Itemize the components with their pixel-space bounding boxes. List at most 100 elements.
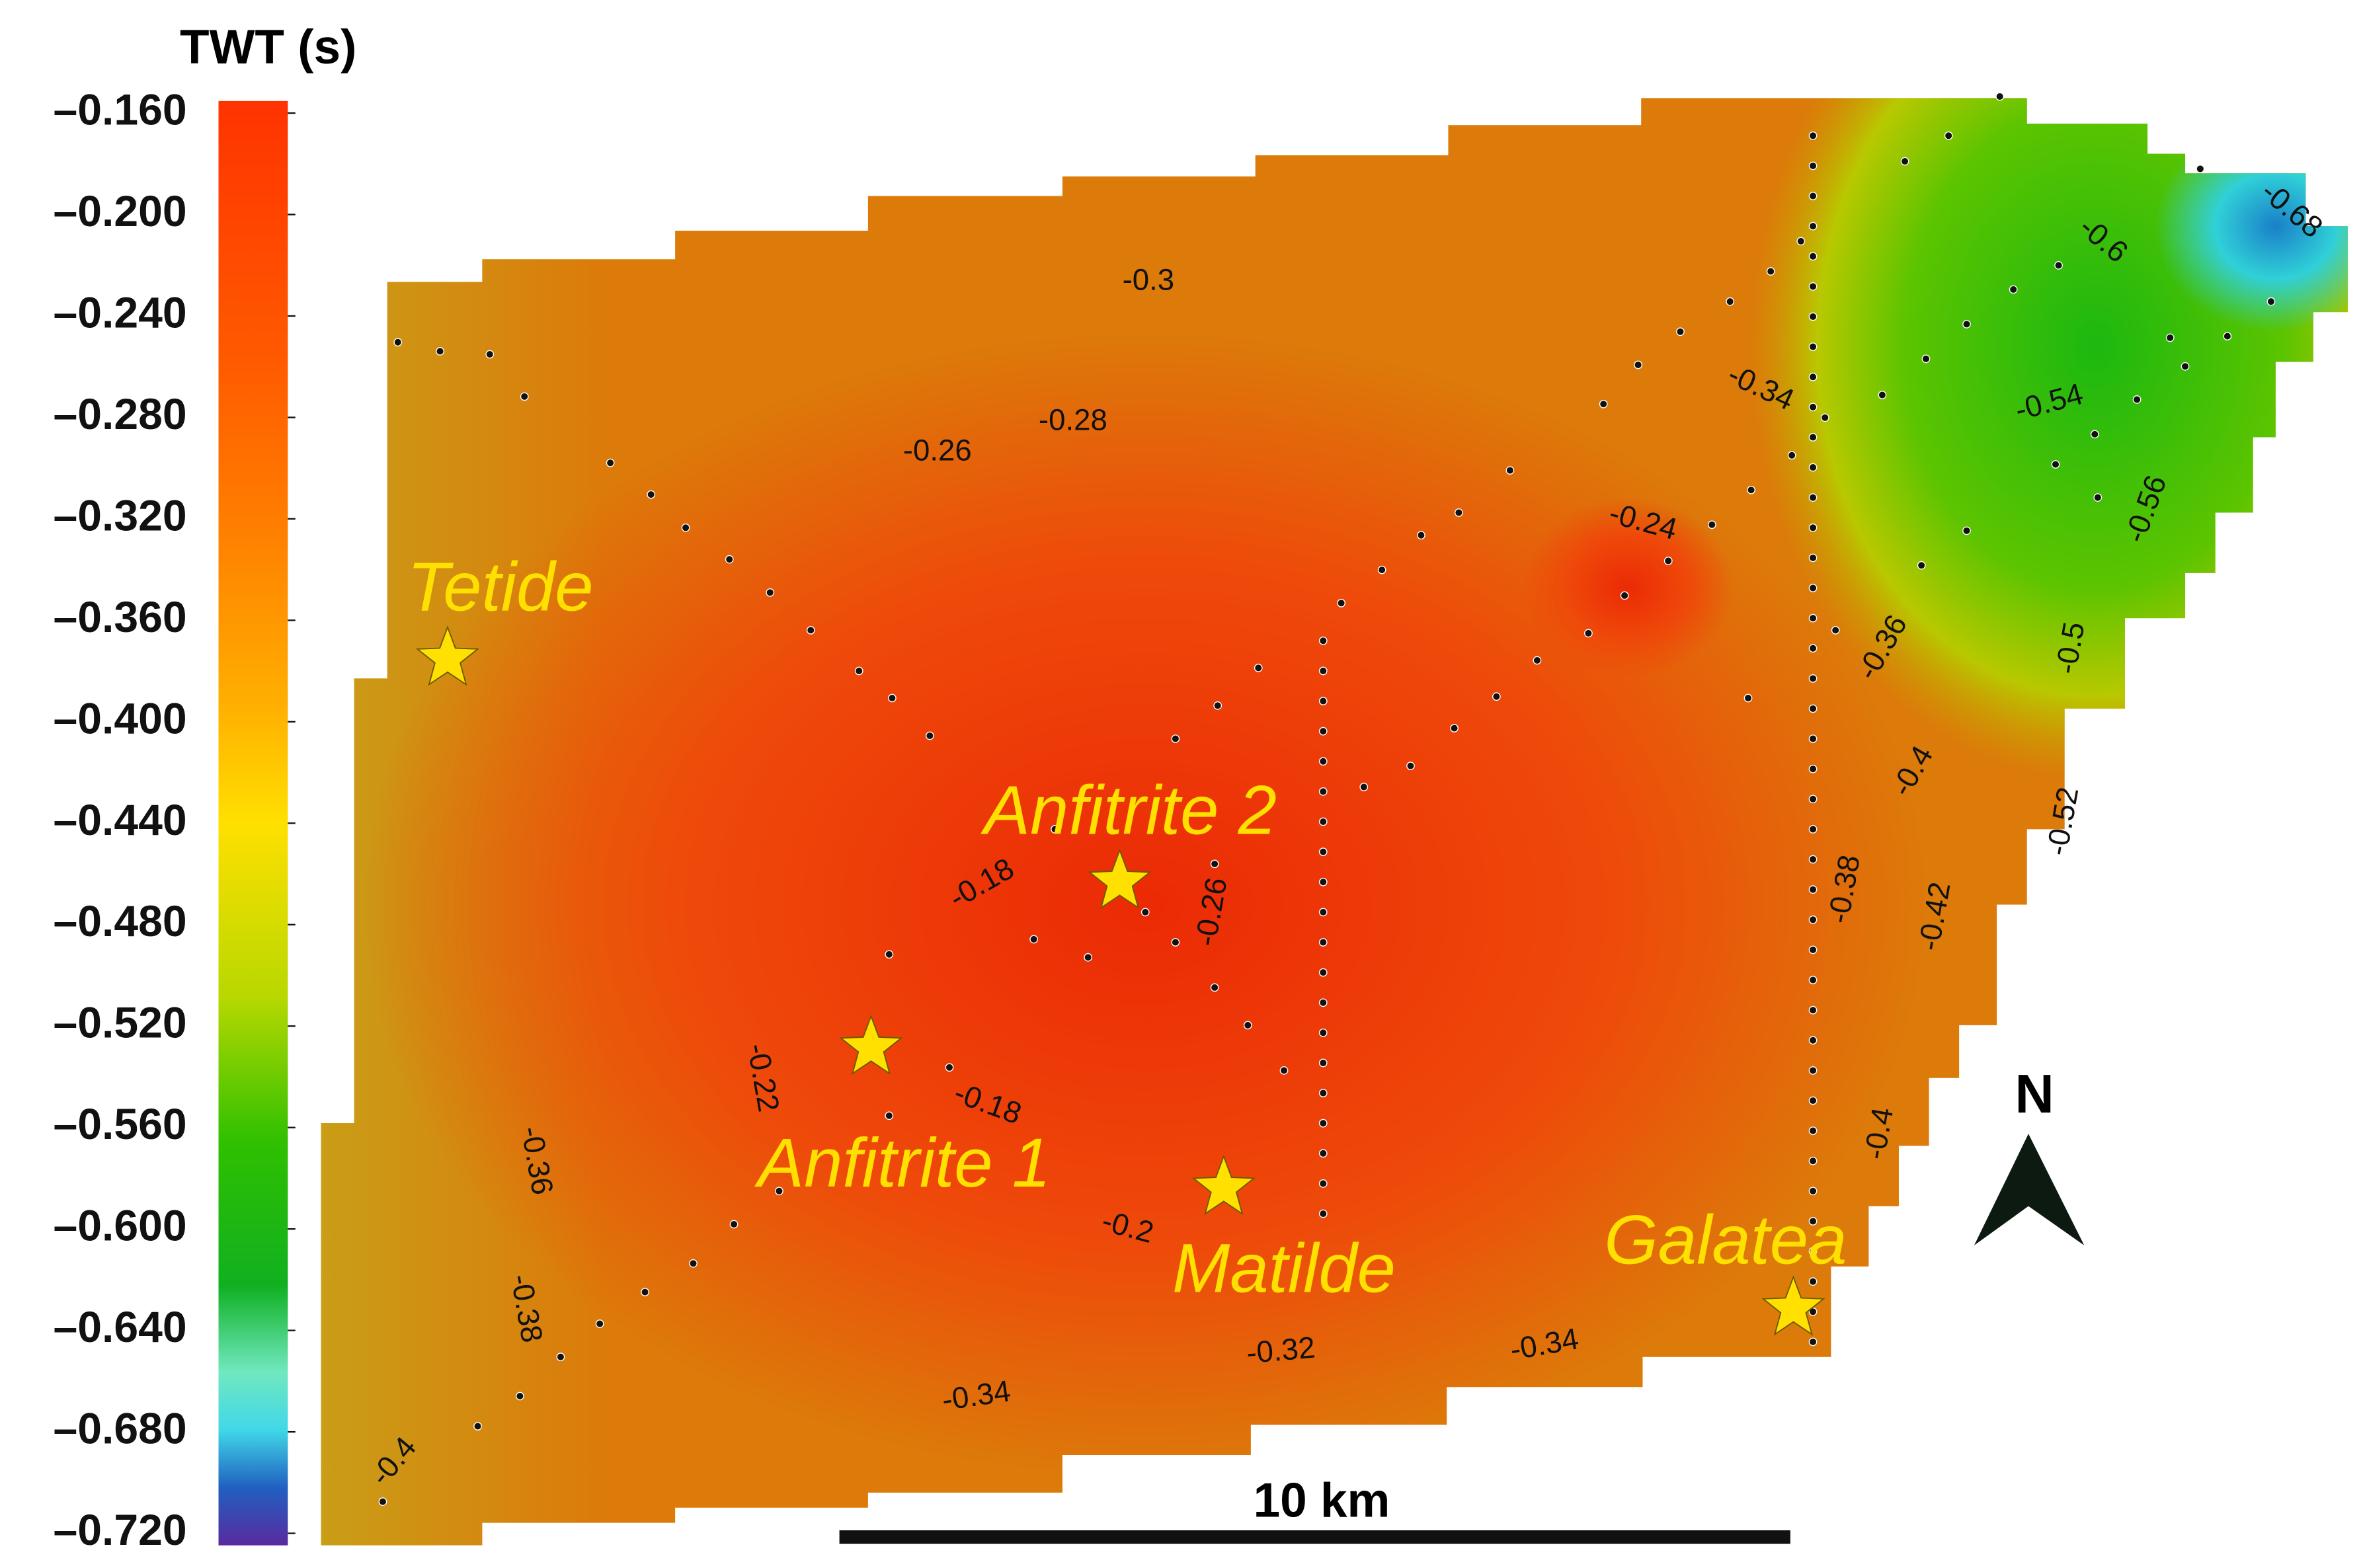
well-point (2009, 285, 2018, 294)
well-label: Galatea (1604, 1201, 1847, 1278)
well-point (1318, 1028, 1328, 1037)
well-point (1808, 795, 1818, 804)
well-point (1663, 557, 1673, 565)
well-point (1820, 413, 1829, 422)
well-point (1171, 734, 1180, 743)
colorbar-tick-label: –0.320 (53, 491, 186, 540)
well-point (2165, 333, 2175, 342)
well-point (436, 347, 444, 356)
well-point (1318, 998, 1328, 1007)
scale-bar (839, 1530, 1790, 1544)
well-point (515, 1392, 524, 1401)
well-point (556, 1352, 565, 1362)
well-point (1808, 915, 1818, 924)
well-point (2051, 460, 2060, 469)
well-point (1318, 847, 1328, 857)
well-point (1337, 598, 1345, 608)
well-point (1808, 161, 1818, 171)
well-point (1808, 433, 1818, 442)
north-arrow (1974, 1134, 2085, 1245)
well-point (887, 693, 897, 703)
well-point (1747, 485, 1755, 494)
well-point (1318, 726, 1328, 736)
well-point (1808, 734, 1818, 743)
well-point (1492, 692, 1501, 701)
well-point (2132, 395, 2142, 404)
well-point (1808, 523, 1818, 532)
well-point (1599, 399, 1608, 409)
well-point (2196, 165, 2205, 173)
well-point (1318, 697, 1328, 705)
well-label: Anfitrite 1 (754, 1124, 1051, 1202)
well-star (1088, 848, 1152, 910)
well-point (1808, 1277, 1818, 1286)
well-point (1318, 1058, 1328, 1068)
contour-label: -0.28 (1039, 403, 1107, 437)
well-point (1808, 1036, 1818, 1045)
well-point (1808, 976, 1818, 984)
well-point (1279, 1066, 1289, 1075)
well-star (415, 625, 480, 686)
well-point (1808, 1247, 1818, 1256)
well-label: Anfitrite 2 (980, 771, 1277, 849)
well-point (1213, 701, 1222, 710)
well-point (1377, 565, 1386, 574)
well-point (681, 523, 690, 532)
well-point (1878, 391, 1887, 399)
well-point (1029, 935, 1039, 944)
well-point (1620, 591, 1629, 600)
well-point (885, 950, 894, 959)
colorbar-tick-label: –0.440 (53, 796, 186, 845)
well-point (1808, 252, 1818, 261)
well-point (1141, 908, 1150, 917)
well-point (1808, 1217, 1818, 1226)
well-point (1808, 131, 1818, 140)
well-point (1944, 131, 1953, 140)
well-point (2090, 430, 2099, 439)
well-point (854, 666, 863, 676)
contour-label: -0.32 (1245, 1330, 1316, 1370)
well-point (1450, 724, 1459, 732)
well-point (1584, 629, 1593, 638)
well-label: Matilde (1172, 1230, 1396, 1308)
well-point (1406, 762, 1415, 771)
well-star (839, 1014, 903, 1076)
well-point (1808, 855, 1818, 864)
well-point (1318, 1118, 1328, 1128)
well-point (1318, 908, 1328, 917)
well-point (1808, 764, 1818, 773)
scale-label: 10 km (1254, 1473, 1390, 1527)
well-star (1191, 1154, 1256, 1216)
well-point (1831, 625, 1840, 635)
well-point (1808, 493, 1818, 502)
contour-label: -0.26 (903, 433, 972, 467)
colorbar-tick-label: –0.560 (53, 1100, 186, 1149)
well-point (1808, 584, 1818, 592)
well-point (1808, 644, 1818, 653)
colorbar-tick-label: –0.520 (53, 999, 186, 1048)
well-point (2266, 297, 2276, 306)
well-point (1808, 1005, 1818, 1015)
colorbar-tick-label: –0.240 (53, 288, 186, 337)
well-star (1761, 1275, 1825, 1336)
well-point (1808, 704, 1818, 713)
well-point (2093, 493, 2103, 502)
north-label: N (2015, 1064, 2054, 1124)
well-point (1808, 885, 1818, 894)
well-point (1318, 636, 1328, 645)
well-point (1210, 983, 1219, 992)
well-point (647, 490, 656, 499)
colorbar-tick-label: –0.160 (53, 86, 186, 135)
well-point (1455, 508, 1463, 517)
well-point (1726, 297, 1735, 306)
well-point (1787, 451, 1796, 460)
well-point (766, 588, 775, 597)
well-point (1808, 674, 1818, 683)
well-point (1808, 1337, 1818, 1347)
well-point (1962, 319, 1971, 329)
well-point (1318, 817, 1328, 826)
well-point (1808, 1066, 1818, 1075)
well-point (1808, 1096, 1818, 1105)
well-point (1766, 267, 1775, 276)
well-point (641, 1288, 649, 1297)
